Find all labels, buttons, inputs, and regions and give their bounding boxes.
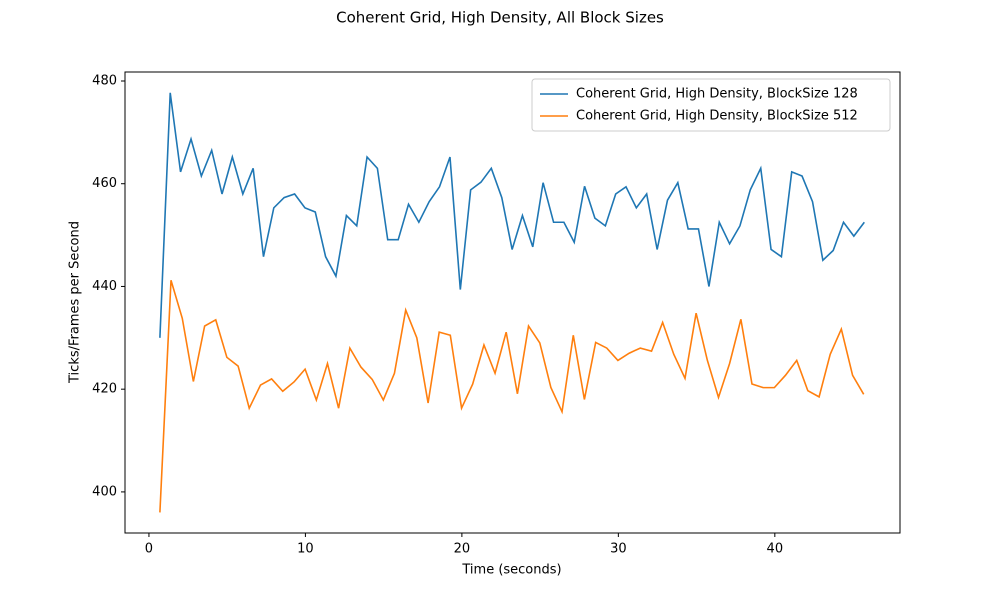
y-axis-label: Ticks/Frames per Second: [68, 221, 83, 384]
legend-box: [531, 78, 891, 132]
x-tick-label: 40: [767, 542, 784, 557]
x-tick-label: 10: [297, 542, 314, 557]
y-tick-label: 480: [92, 73, 117, 88]
chart-title: Coherent Grid, High Density, All Block S…: [336, 9, 664, 27]
x-tick-label: 30: [610, 542, 627, 557]
x-axis-label: Time (seconds): [461, 563, 561, 578]
y-tick-label: 460: [92, 176, 117, 191]
series-line: [159, 280, 865, 513]
plot-frame: [124, 71, 901, 534]
x-tick-label: 0: [145, 542, 153, 557]
x-tick-label: 20: [454, 542, 471, 557]
y-tick-label: 420: [92, 382, 117, 397]
series-line: [159, 92, 865, 338]
y-tick-label: 400: [92, 484, 117, 499]
legend-label: Coherent Grid, High Density, BlockSize 5…: [576, 109, 858, 124]
legend-label: Coherent Grid, High Density, BlockSize 1…: [576, 87, 858, 102]
y-tick-label: 440: [92, 279, 117, 294]
